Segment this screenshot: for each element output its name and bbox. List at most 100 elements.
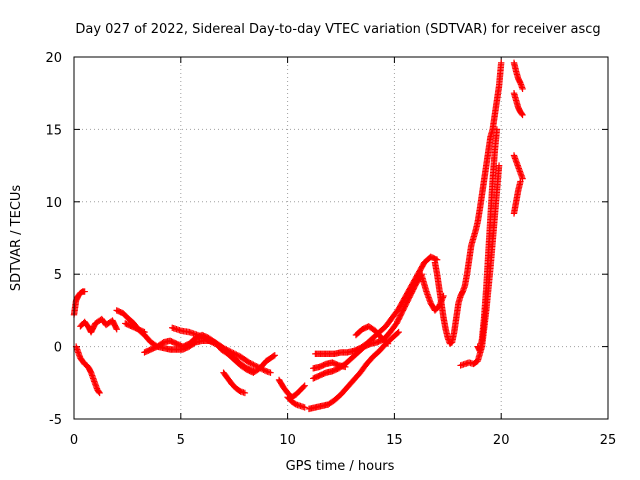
data-point [518,110,526,118]
data-point [96,389,103,397]
data-point [234,352,241,359]
y-tick-label: 5 [54,268,62,283]
data-point [223,346,230,353]
data-points [70,59,526,413]
y-tick-label: 0 [54,341,62,356]
x-tick-label: 0 [70,433,78,448]
data-point [270,352,277,360]
data-point [203,336,210,343]
data-point [251,362,259,369]
data-point [224,347,231,354]
data-point [253,362,260,370]
data-point [519,111,526,119]
y-tick-label: -5 [49,413,62,428]
data-series-s3 [77,315,120,336]
data-point [204,336,212,344]
data-point [384,340,392,347]
data-point [254,363,261,371]
data-point [198,333,206,341]
data-point [194,331,202,339]
data-point [230,349,237,357]
x-tick-label: 15 [386,433,403,448]
data-point [216,342,223,350]
data-point [300,383,307,390]
data-point [201,335,209,342]
data-point [257,365,264,372]
data-point [260,366,267,373]
data-series-s22 [510,90,526,119]
data-point [81,288,88,295]
x-tick-labels: 0 5 10 15 20 25 [70,433,616,448]
data-series-s20 [474,126,501,355]
y-axis-label: SDTVAR / TECUs [9,185,24,292]
data-point [200,334,207,342]
x-axis-label: GPS time / hours [286,459,395,474]
data-series-s7 [169,324,274,376]
data-point [245,359,253,366]
data-series-s23 [510,152,526,182]
data-point [206,337,213,345]
y-tick-label: 15 [45,123,62,138]
data-point [247,360,254,367]
data-series-s11 [284,394,308,411]
plot-frame [73,56,609,420]
y-tick-label: 10 [45,196,62,211]
data-point [395,328,402,336]
data-point [95,388,103,396]
data-point [255,364,263,371]
data-point [383,339,391,346]
data-point [519,85,526,93]
data-series-s16 [352,323,392,347]
data-point [258,365,266,373]
data-point [250,361,257,368]
data-series-s8 [220,369,249,397]
data-series-s9 [263,352,278,365]
data-series-s24 [510,178,524,217]
data-series-s2 [72,343,103,397]
data-point [241,389,249,397]
x-tick-label: 25 [600,433,617,448]
data-point [248,360,256,368]
y-tick-labels: -5 0 5 10 15 20 [45,51,62,428]
data-point [227,348,234,355]
data-point [217,343,224,350]
x-tick-label: 20 [493,433,510,448]
data-point [218,344,226,351]
data-point [498,59,505,66]
data-point [196,332,203,339]
data-point [197,333,204,340]
data-point [495,162,503,169]
data-point [231,350,239,358]
data-series-s1 [70,288,88,318]
data-series-s15 [310,359,349,372]
y-tick-label: 20 [45,51,62,66]
x-tick-label: 10 [279,433,296,448]
data-series-s21 [510,59,526,93]
data-point [226,347,233,355]
data-point [210,339,217,347]
data-series-s18 [431,59,505,347]
data-point [112,324,120,332]
data-point [233,351,240,358]
data-point [267,369,274,376]
data-series-s10 [275,376,308,401]
chart-title: Day 027 of 2022, Sidereal Day-to-day VTE… [75,22,600,37]
data-series-s12 [305,328,402,413]
data-point [207,338,214,345]
data-point [113,326,120,333]
data-point [261,367,269,374]
data-point [301,404,308,411]
data-point [213,341,220,348]
data-point [493,126,501,133]
x-tick-label: 5 [177,433,185,448]
data-point [221,345,229,352]
data-point [271,352,278,359]
data-point [342,363,349,371]
data-point [301,382,308,389]
data-point [517,178,524,185]
data-point [394,329,401,337]
data-point [211,340,219,347]
data-point [220,344,227,352]
data-point [214,341,222,349]
